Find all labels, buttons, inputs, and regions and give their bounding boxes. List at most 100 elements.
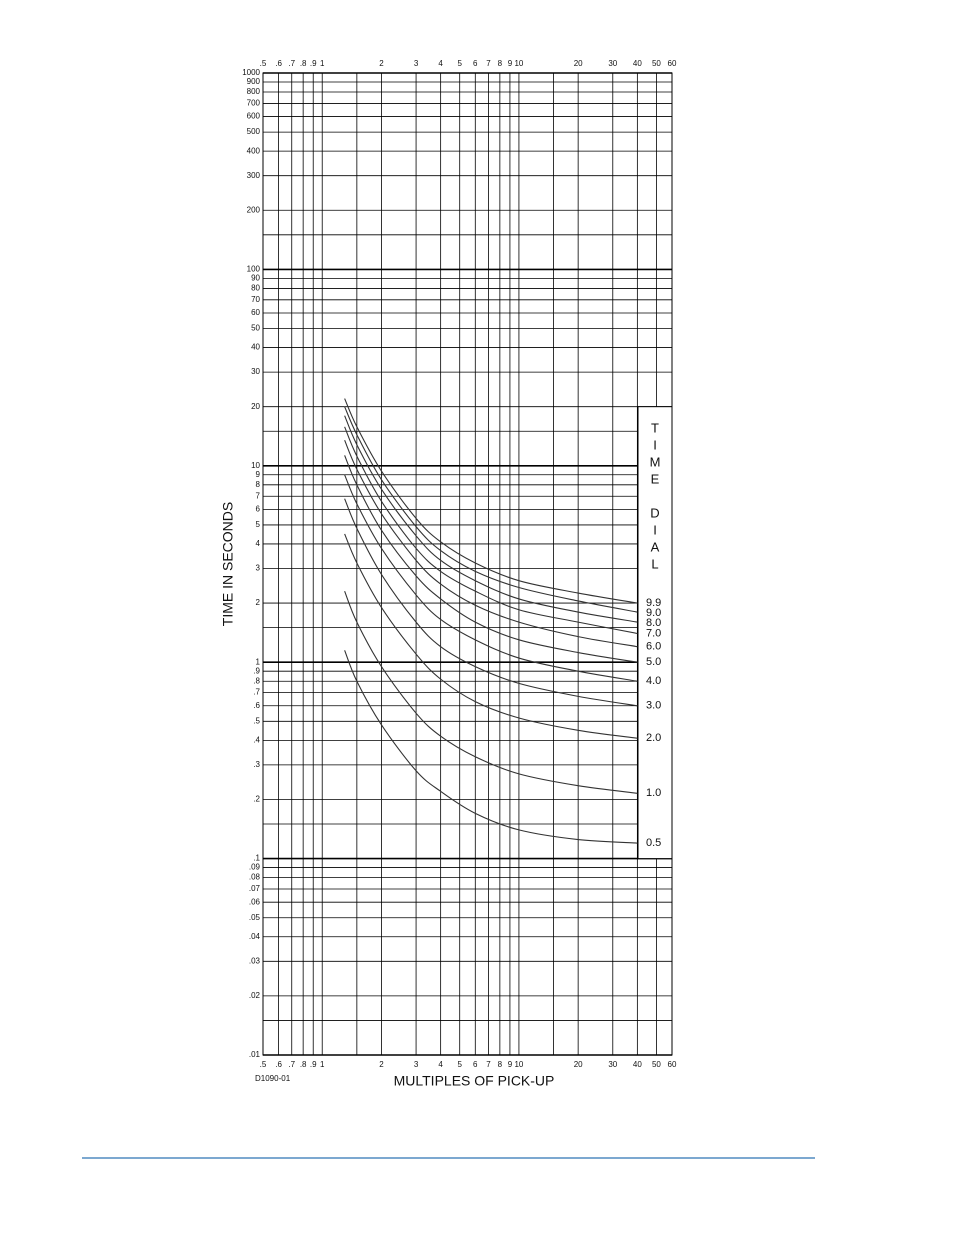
y-tick-label: 3 xyxy=(256,564,261,573)
legend-label: 5.0 xyxy=(646,656,661,668)
legend-label: 3.0 xyxy=(646,700,661,712)
x-tick-label: 30 xyxy=(608,1060,617,1069)
y-axis-title: TIME IN SECONDS xyxy=(220,502,236,626)
y-tick-label: .07 xyxy=(249,884,261,893)
legend-label: 2.0 xyxy=(646,732,661,744)
x-tick-label: 3 xyxy=(414,59,419,68)
y-tick-label: 700 xyxy=(247,99,261,108)
curve xyxy=(344,406,638,613)
x-tick-label: 9 xyxy=(508,59,513,68)
x-tick-label: .7 xyxy=(288,1060,295,1069)
x-tick-label: 7 xyxy=(486,59,491,68)
x-tick-label: .5 xyxy=(260,1060,267,1069)
y-tick-label: 500 xyxy=(247,127,261,136)
y-tick-label: 6 xyxy=(256,504,261,513)
x-tick-label: 2 xyxy=(379,1060,384,1069)
x-tick-label: 50 xyxy=(652,59,661,68)
curve xyxy=(344,415,638,623)
x-tick-label: 10 xyxy=(514,1060,523,1069)
x-tick-label: 40 xyxy=(633,59,642,68)
y-tick-label: 600 xyxy=(247,112,261,121)
x-tick-label: 20 xyxy=(574,1060,583,1069)
y-tick-label: 7 xyxy=(256,491,261,500)
x-tick-label: .9 xyxy=(310,59,317,68)
x-tick-label: .5 xyxy=(260,59,267,68)
x-tick-label: 1 xyxy=(320,1060,325,1069)
y-tick-label: .08 xyxy=(249,873,261,882)
x-tick-label: 7 xyxy=(486,1060,491,1069)
y-tick-label: 90 xyxy=(251,273,260,282)
x-tick-label: 4 xyxy=(438,1060,443,1069)
y-tick-label: .03 xyxy=(249,956,261,965)
legend-label: 9.9 xyxy=(646,597,661,609)
y-tick-label: 60 xyxy=(251,308,260,317)
curve xyxy=(344,455,638,663)
y-tick-label: 20 xyxy=(251,402,260,411)
plot-frame xyxy=(262,72,673,1056)
y-tick-label: 400 xyxy=(247,146,261,155)
x-tick-label: .8 xyxy=(300,59,307,68)
legend-label: 9.0 xyxy=(646,607,661,619)
y-tick-label: 30 xyxy=(251,367,260,376)
y-tick-label: 200 xyxy=(247,205,261,214)
x-tick-label: 5 xyxy=(457,1060,462,1069)
x-tick-label: 40 xyxy=(633,1060,642,1069)
x-tick-label: 30 xyxy=(608,59,617,68)
x-tick-label: 1 xyxy=(320,59,325,68)
curve xyxy=(344,650,638,844)
curve xyxy=(344,498,638,707)
y-tick-label: 8 xyxy=(256,480,261,489)
x-tick-label: 8 xyxy=(498,1060,503,1069)
y-tick-label: 5 xyxy=(256,520,261,529)
x-tick-label: 6 xyxy=(473,1060,478,1069)
x-tick-label: 4 xyxy=(438,59,443,68)
y-tick-label: .7 xyxy=(253,688,260,697)
x-tick-label: 3 xyxy=(414,1060,419,1069)
legend-label: 7.0 xyxy=(646,627,661,639)
y-tick-label: .01 xyxy=(249,1050,261,1059)
y-tick-label: 4 xyxy=(256,539,261,548)
x-tick-label: 60 xyxy=(668,59,677,68)
y-tick-label: 40 xyxy=(251,343,260,352)
x-tick-label: 5 xyxy=(457,59,462,68)
legend-label: 0.5 xyxy=(646,837,661,849)
y-tick-label: .04 xyxy=(249,932,261,941)
x-tick-label: 60 xyxy=(668,1060,677,1069)
curve xyxy=(344,533,638,739)
y-tick-label: 50 xyxy=(251,324,260,333)
curve xyxy=(344,398,638,604)
y-tick-label: 1 xyxy=(256,657,261,666)
x-tick-label: .6 xyxy=(275,59,282,68)
x-tick-label: .6 xyxy=(275,1060,282,1069)
y-tick-label: .8 xyxy=(253,676,260,685)
y-tick-label: 2 xyxy=(256,598,261,607)
x-tick-label: 50 xyxy=(652,1060,661,1069)
y-tick-label: .05 xyxy=(249,913,261,922)
y-tick-label: 800 xyxy=(247,87,261,96)
y-tick-label: .6 xyxy=(253,701,260,710)
y-tick-label: .02 xyxy=(249,991,261,1000)
x-tick-label: 2 xyxy=(379,59,384,68)
x-tick-label: 8 xyxy=(498,59,503,68)
y-tick-label: .06 xyxy=(249,897,261,906)
y-tick-label: 1000 xyxy=(242,68,260,77)
y-tick-label: .09 xyxy=(249,863,261,872)
figure-id: D1090-01 xyxy=(255,1074,291,1083)
curve xyxy=(344,590,638,794)
y-tick-label: 900 xyxy=(247,77,261,86)
curve xyxy=(344,426,638,635)
y-tick-label: 10 xyxy=(251,461,260,470)
x-tick-label: .8 xyxy=(300,1060,307,1069)
x-tick-label: .9 xyxy=(310,1060,317,1069)
y-tick-label: 70 xyxy=(251,295,260,304)
y-tick-label: 300 xyxy=(247,171,261,180)
y-tick-label: .9 xyxy=(253,666,260,675)
y-tick-label: .2 xyxy=(253,795,260,804)
x-tick-label: 9 xyxy=(508,1060,513,1069)
y-tick-label: .3 xyxy=(253,760,260,769)
y-tick-label: 9 xyxy=(256,470,261,479)
y-tick-label: .4 xyxy=(253,735,260,744)
x-tick-label: 6 xyxy=(473,59,478,68)
x-axis-title: MULTIPLES OF PICK-UP xyxy=(394,1073,555,1089)
